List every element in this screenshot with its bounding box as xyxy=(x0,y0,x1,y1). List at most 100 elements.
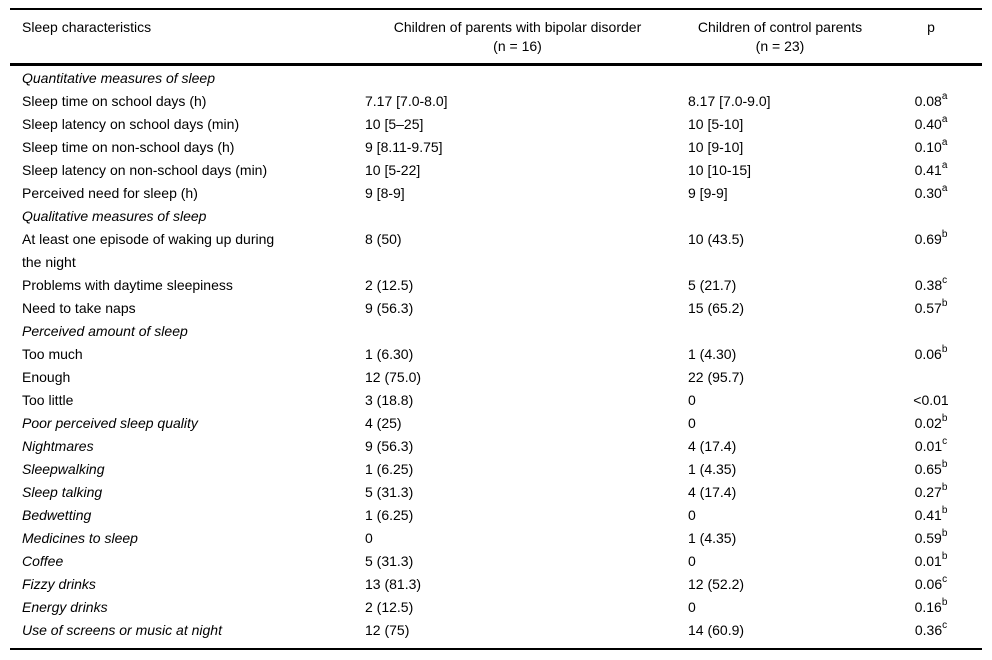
sleep-characteristics-table: Sleep characteristics Children of parent… xyxy=(10,8,982,650)
p-value-superscript: b xyxy=(941,459,948,471)
p-value-number: 0.69 xyxy=(914,231,942,247)
table-row: Use of screens or music at night 12 (75) 1… xyxy=(10,619,982,649)
characteristic-label: Too little xyxy=(22,392,74,408)
table-row: Problems with daytime sleepiness 2 (12.5)… xyxy=(10,274,982,297)
p-value-number: 0.38 xyxy=(914,277,943,293)
p-value-number: 0.10 xyxy=(914,139,942,155)
section-label: Qualitative measures of sleep xyxy=(22,208,207,224)
p-value-superscript: b xyxy=(941,298,948,310)
table-row: Enough 12 (75.0) 22 (95.7) xyxy=(10,366,982,389)
p-value: 0.38c xyxy=(880,274,982,297)
p-value: 0.27b xyxy=(880,481,982,504)
p-value: 0.30a xyxy=(880,182,982,205)
p-value-superscript: b xyxy=(941,344,948,356)
control-value: 5 (21.7) xyxy=(688,277,737,293)
p-value-superscript: c xyxy=(942,275,948,287)
bipolar-value: 5 (31.3) xyxy=(365,484,414,500)
control-value: 0 xyxy=(688,507,696,523)
p-value: 0.01b xyxy=(880,550,982,573)
characteristic-label: Medicines to sleep xyxy=(22,530,138,546)
table-row: Fizzy drinks 13 (81.3) 12 (52.2) 0.06c xyxy=(10,573,982,596)
bipolar-value: 5 (31.3) xyxy=(365,553,414,569)
characteristic-label: Poor perceived sleep quality xyxy=(22,415,198,431)
p-value: 0.40a xyxy=(880,113,982,136)
p-value-number: 0.41 xyxy=(914,507,942,523)
characteristic-label: Sleepwalking xyxy=(22,461,105,477)
characteristic-label: Need to take naps xyxy=(22,300,136,316)
p-value-number: 0.06 xyxy=(914,576,943,592)
table-header: Sleep characteristics Children of parent… xyxy=(10,9,982,65)
control-value: 4 (17.4) xyxy=(688,438,737,454)
p-value: 0.36c xyxy=(880,619,982,649)
p-value-superscript: b xyxy=(941,229,948,241)
p-value-superscript: b xyxy=(941,482,948,494)
bipolar-value: 10 [5-22] xyxy=(365,162,421,178)
p-value-number: 0.57 xyxy=(914,300,942,316)
p-value: <0.01 xyxy=(880,389,982,412)
table-row: Nightmares 9 (56.3) 4 (17.4) 0.01c xyxy=(10,435,982,458)
characteristic-label: Sleep time on school days (h) xyxy=(22,93,207,109)
characteristic-label: Bedwetting xyxy=(22,507,92,523)
p-value: 0.06c xyxy=(880,573,982,596)
control-value: 10 [5-10] xyxy=(688,116,744,132)
table-row: Sleep talking 5 (31.3) 4 (17.4) 0.27b xyxy=(10,481,982,504)
table-row: Coffee 5 (31.3) 0 0.01b xyxy=(10,550,982,573)
bipolar-value: 1 (6.30) xyxy=(365,346,414,362)
characteristic-label: At least one episode of waking up during… xyxy=(22,231,275,270)
control-value: 10 [10-15] xyxy=(688,162,752,178)
header-bipolar-group: Children of parents with bipolar disorde… xyxy=(355,9,680,65)
characteristic-label: Sleep latency on non-school days (min) xyxy=(22,162,268,178)
header-control-n: (n = 23) xyxy=(755,38,805,54)
p-value: 0.06b xyxy=(880,343,982,366)
p-value: 0.08a xyxy=(880,90,982,113)
table-row: Medicines to sleep 0 1 (4.35) 0.59b xyxy=(10,527,982,550)
bipolar-value: 2 (12.5) xyxy=(365,599,414,615)
characteristic-label: Use of screens or music at night xyxy=(22,622,222,638)
table-row: Need to take naps 9 (56.3) 15 (65.2) 0.57b xyxy=(10,297,982,320)
p-value-number: 0.59 xyxy=(914,530,942,546)
p-value-number: 0.01 xyxy=(914,438,943,454)
characteristic-label: Coffee xyxy=(22,553,64,569)
p-value: 0.01c xyxy=(880,435,982,458)
p-value-superscript: c xyxy=(942,436,948,448)
header-control-line1: Children of control parents xyxy=(697,19,863,35)
p-value: 0.59b xyxy=(880,527,982,550)
p-value-superscript: b xyxy=(941,413,948,425)
header-row: Sleep characteristics Children of parent… xyxy=(10,9,982,65)
p-value: 0.10a xyxy=(880,136,982,159)
bipolar-value: 7.17 [7.0-8.0] xyxy=(365,93,448,109)
control-value: 10 [9-10] xyxy=(688,139,744,155)
bipolar-value: 1 (6.25) xyxy=(365,461,414,477)
table-row: Bedwetting 1 (6.25) 0 0.41b xyxy=(10,504,982,527)
header-bipolar-line1: Children of parents with bipolar disorde… xyxy=(393,19,642,35)
table-body: Quantitative measures of sleep Sleep time… xyxy=(10,65,982,650)
bipolar-value: 9 [8-9] xyxy=(365,185,405,201)
control-value: 4 (17.4) xyxy=(688,484,737,500)
p-value-superscript: a xyxy=(941,91,948,103)
table-row: At least one episode of waking up during… xyxy=(10,228,982,274)
control-value: 0 xyxy=(688,392,696,408)
p-value: 0.02b xyxy=(880,412,982,435)
table-row: Perceived need for sleep (h) 9 [8-9] 9 [9-… xyxy=(10,182,982,205)
control-value: 15 (65.2) xyxy=(688,300,745,316)
characteristic-label: Too much xyxy=(22,346,83,362)
p-value-number: 0.16 xyxy=(914,599,942,615)
p-value-superscript: a xyxy=(941,183,948,195)
header-label: Sleep characteristics xyxy=(22,19,152,35)
header-p-value: p xyxy=(880,9,982,65)
p-value-number: 0.30 xyxy=(914,185,942,201)
p-value: 0.57b xyxy=(880,297,982,320)
table-row: Too little 3 (18.8) 0 <0.01 xyxy=(10,389,982,412)
table-row: Sleep latency on non-school days (min) 10… xyxy=(10,159,982,182)
p-value-number: <0.01 xyxy=(913,392,949,408)
table-row: Sleep time on school days (h) 7.17 [7.0-8… xyxy=(10,90,982,113)
p-value: 0.41b xyxy=(880,504,982,527)
section-row: Perceived amount of sleep xyxy=(10,320,982,343)
p-value-superscript: a xyxy=(941,137,948,149)
control-value: 14 (60.9) xyxy=(688,622,745,638)
header-p-label: p xyxy=(927,19,935,35)
table-row: Too much 1 (6.30) 1 (4.30) 0.06b xyxy=(10,343,982,366)
bipolar-value: 9 [8.11-9.75] xyxy=(365,139,443,155)
characteristic-label: Sleep talking xyxy=(22,484,103,500)
